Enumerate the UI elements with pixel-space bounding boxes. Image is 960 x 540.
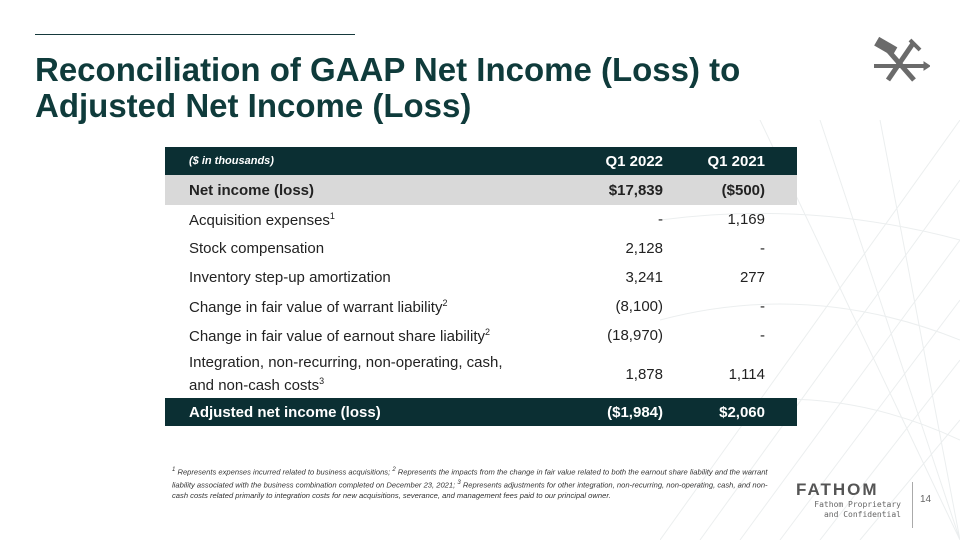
table-row: Change in fair value of warrant liabilit… (165, 292, 797, 321)
title-rule (35, 34, 355, 35)
q1-2021-value: ($500) (695, 175, 797, 205)
q1-2021-value: 1,169 (727, 211, 765, 228)
table-row: Integration, non-recurring, non-operatin… (165, 350, 797, 398)
table-header-row: ($ in thousands) Q1 2022 Q1 2021 (165, 147, 797, 175)
fathom-logo: FATHOM (796, 480, 879, 499)
hammer-pencil-logo-icon (874, 36, 930, 82)
footnotes: 1 Represents expenses incurred related t… (172, 467, 768, 501)
q1-2021-value: - (760, 240, 765, 257)
title-line-2: Adjusted Net Income (Loss) (35, 87, 472, 124)
units-label: ($ in thousands) (165, 147, 563, 175)
row-label: Change in fair value of earnout share li… (189, 326, 491, 345)
row-label: Inventory step-up amortization (189, 269, 391, 286)
column-header-q1-2022: Q1 2022 (563, 147, 695, 175)
q1-2022-value: (18,970) (607, 327, 663, 344)
q1-2022-value: ($1,984) (563, 398, 695, 426)
title-line-1: Reconciliation of GAAP Net Income (Loss)… (35, 51, 741, 88)
row-label: Stock compensation (189, 240, 325, 257)
reconciliation-table: ($ in thousands) Q1 2022 Q1 2021 Net inc… (165, 147, 797, 426)
row-label: Change in fair value of warrant liabilit… (189, 297, 448, 316)
q1-2022-value: 3,241 (625, 269, 663, 286)
q1-2022-value: - (658, 211, 663, 228)
row-label: Acquisition expenses1 (189, 210, 335, 229)
background-wireframe (660, 120, 960, 540)
confidentiality-notice: Fathom Proprietary and Confidential (814, 500, 901, 519)
q1-2022-value: (8,100) (615, 298, 663, 315)
page-number: 14 (920, 494, 932, 505)
q1-2022-value: $17,839 (563, 175, 695, 205)
row-label: Adjusted net income (loss) (165, 398, 563, 426)
q1-2021-value: 1,114 (728, 365, 765, 383)
q1-2021-value: $2,060 (695, 398, 797, 426)
net-income-row: Net income (loss) $17,839 ($500) (165, 175, 797, 205)
table-row: Acquisition expenses1 - 1,169 (165, 205, 797, 234)
table-row: Inventory step-up amortization 3,241 277 (165, 263, 797, 292)
q1-2021-value: 277 (739, 269, 765, 286)
adjusted-net-income-row: Adjusted net income (loss) ($1,984) $2,0… (165, 398, 797, 426)
q1-2021-value: - (760, 327, 765, 344)
row-label: Integration, non-recurring, non-operatin… (189, 354, 503, 394)
row-label: Net income (loss) (165, 175, 563, 205)
table-row: Change in fair value of earnout share li… (165, 321, 797, 350)
q1-2022-value: 1,878 (625, 365, 663, 383)
page-title: Reconciliation of GAAP Net Income (Loss)… (35, 52, 835, 124)
column-header-q1-2021: Q1 2021 (695, 147, 797, 175)
table-row: Stock compensation 2,128 - (165, 234, 797, 263)
q1-2022-value: 2,128 (625, 240, 663, 257)
q1-2021-value: - (760, 298, 765, 315)
footer-divider (912, 482, 913, 528)
